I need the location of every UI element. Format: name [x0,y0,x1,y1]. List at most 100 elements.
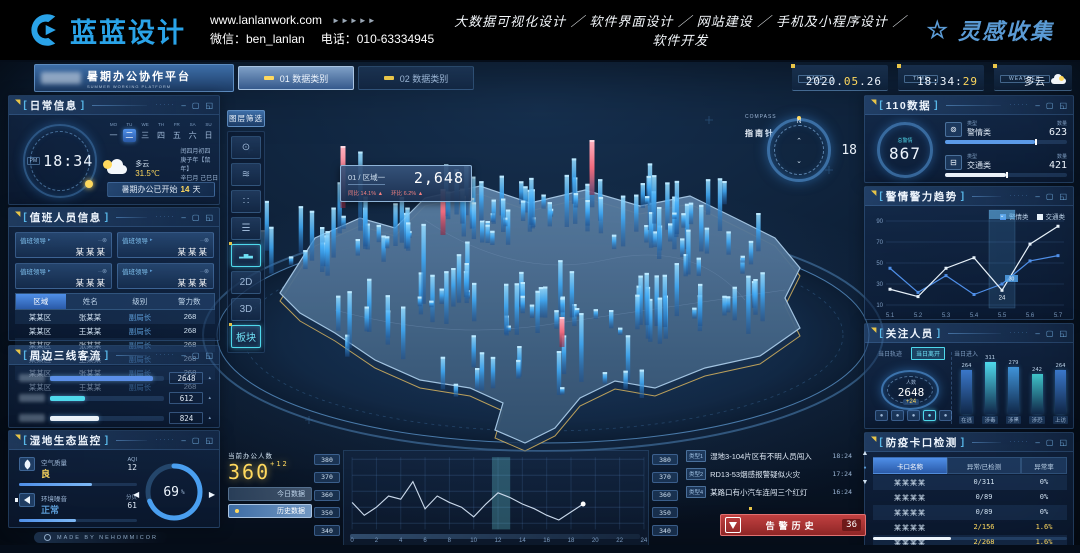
window-icon[interactable]: ▢ [1045,100,1054,110]
focus-category-icon[interactable]: ● [907,410,920,421]
alert-row[interactable]: 类型1 湿地3-104片区有不明人员闯入 18:24 [686,450,852,462]
window-icon[interactable]: ▢ [1045,191,1054,201]
table-row[interactable]: 某某某某 0/89 0% [873,505,1067,520]
table-row[interactable]: 某某区 王某某 副局长 268 [15,324,215,338]
duty-name: 某某某 [75,278,107,288]
close-icon[interactable]: ··⊗ [199,237,209,244]
window-icon[interactable]: ▢ [191,350,200,360]
clock-time: 18:34 [43,152,94,170]
today-data-button[interactable]: 今日数据 [228,487,312,501]
platform-logo-blur [41,72,81,84]
expand-icon[interactable]: ◱ [205,100,213,110]
layer-button-chart[interactable]: ▂▅▃ [229,242,261,267]
table-row[interactable]: 某某某某 0/89 0% [873,490,1067,505]
minimize-icon[interactable]: – [181,212,186,222]
expand-icon[interactable]: ◱ [1059,191,1067,201]
minimize-icon[interactable]: – [181,435,186,445]
duty-leader-card[interactable]: 值班领导 ▸ ··⊗ 某某某 [117,263,214,289]
focus-bar: 242 涉恐 [1029,367,1046,424]
table-cell: 2/156 [973,522,995,531]
map-3d-scene[interactable] [185,90,895,490]
window-icon[interactable]: ▢ [1045,328,1054,338]
website-link[interactable]: www.lanlanwork.com [210,13,323,27]
layer-button-2D[interactable]: 2D [231,271,261,294]
speaker-icon [15,493,35,507]
expand-icon[interactable]: ◱ [205,212,213,222]
scroll-down-icon[interactable]: ▼ [861,479,869,486]
chevron-up-icon: ⌃ [796,138,802,145]
layer-label: 3D [239,304,253,315]
alert-list: 类型1 湿地3-104片区有不明人员闯入 18:24 类型2 RD13-53烟感报警疑似… [686,448,872,550]
tab-data-category-2[interactable]: 02 数据类别 [358,66,474,90]
layer-button-camera[interactable]: ⊙ [231,136,261,159]
duty-leader-card[interactable]: 值班领导 ▸ ··⊗ 某某某 [117,232,214,258]
dashboard: 暑期办公协作平台 SUMMER WORKING PLATFORM 01 数据类别… [0,60,1080,553]
expand-icon[interactable]: ◱ [1059,100,1067,110]
layer-button-list[interactable]: ☰ [231,217,261,240]
layer-button-radar[interactable]: ≋ [231,163,261,186]
table-row[interactable]: 某某某某 0/311 0% [873,475,1067,490]
svg-text:6: 6 [423,537,427,544]
window-icon[interactable]: ▢ [191,435,200,445]
close-icon[interactable]: ··⊗ [97,237,107,244]
focus-category-icon[interactable]: ● [939,410,952,421]
minimize-icon[interactable]: – [181,350,186,360]
checkpoint-scrollbar[interactable] [873,537,1067,540]
minimize-icon[interactable]: – [1035,328,1040,338]
compass-cn-label: 指南针 [745,129,775,138]
svg-text:5.2: 5.2 [914,313,923,319]
window-icon[interactable]: ▢ [191,212,200,222]
table-row[interactable]: 某某区 张某某 副局长 268 [15,310,215,324]
platform-subtitle: SUMMER WORKING PLATFORM [87,83,172,89]
window-icon[interactable]: ▢ [191,100,200,110]
layer-button-grid[interactable]: ∷ [231,190,261,213]
focus-tab[interactable]: 当日离开 [911,347,946,360]
weekday-cell: SA 六 [188,122,197,140]
inspiration-collect[interactable]: ☆ 灵感收集 [926,14,1054,46]
focus-category-icon[interactable]: ● [923,410,936,421]
close-icon[interactable]: ··⊗ [97,268,107,275]
table-cell: 某某某某 [894,509,926,517]
star-icon: ☆ [926,16,950,44]
arrow-right-icon[interactable]: ▶ [208,489,215,499]
minimize-icon[interactable]: – [1035,191,1040,201]
expand-icon[interactable]: ◱ [205,435,213,445]
table-cell: 副局长 [128,312,152,322]
focus-bar-label: 上访 [1052,416,1068,424]
minimize-icon[interactable]: – [1035,437,1040,447]
focus-tab[interactable]: 当日轨迹 [878,352,903,358]
alert-row[interactable]: 类型4 某路口有小汽车连闯三个红灯 16:24 [686,486,852,498]
svg-text:5.4: 5.4 [970,313,979,319]
focus-category-icon[interactable]: ● [891,410,904,421]
minimize-icon[interactable]: – [1035,100,1040,110]
expand-icon[interactable]: ◱ [1059,328,1067,338]
window-icon[interactable]: ▢ [1045,437,1054,447]
expand-icon[interactable]: ◱ [1059,437,1067,447]
minimize-icon[interactable]: – [181,100,186,110]
expand-icon[interactable]: ◱ [205,350,213,360]
focus-tab[interactable]: 当日进入 [954,352,979,358]
arrow-left-icon[interactable]: ◀ [133,489,140,499]
close-icon[interactable]: ··⊗ [199,268,209,275]
tab-data-category-1[interactable]: 01 数据类别 [238,66,354,90]
history-data-button[interactable]: 历史数据 [228,504,312,518]
compass-dial[interactable]: N ⌃ ⌄ [767,116,831,182]
logo[interactable]: 蓝蓝设计 [26,11,186,50]
lanlan-logo-icon [31,14,56,46]
radar-icon: ≋ [241,169,251,180]
layer-button-3D[interactable]: 3D [231,298,261,321]
svg-text:10: 10 [876,303,883,309]
table-cell: 某某某某 [894,494,926,502]
alert-history-banner[interactable]: 告警历史 36 [720,507,866,536]
table-cell: 某某区 [28,312,52,322]
duty-leader-card[interactable]: 值班领导 ▸ ··⊗ 某某某 [15,263,112,289]
legend-item[interactable]: 交通类 [1036,211,1065,221]
duty-name: 某某某 [177,247,209,257]
svg-text:12: 12 [495,537,502,544]
focus-category-icon[interactable]: ● [875,410,888,421]
alert-row[interactable]: 类型2 RD13-53烟感报警疑似火灾 17:24 [686,468,852,480]
duty-leader-card[interactable]: 值班领导 ▸ ··⊗ 某某某 [15,232,112,258]
layer-button-板块[interactable]: 板块 [229,323,261,348]
table-row[interactable]: 某某某某 2/156 1.6% [873,520,1067,535]
scroll-up-icon[interactable]: ▲ [861,450,869,457]
